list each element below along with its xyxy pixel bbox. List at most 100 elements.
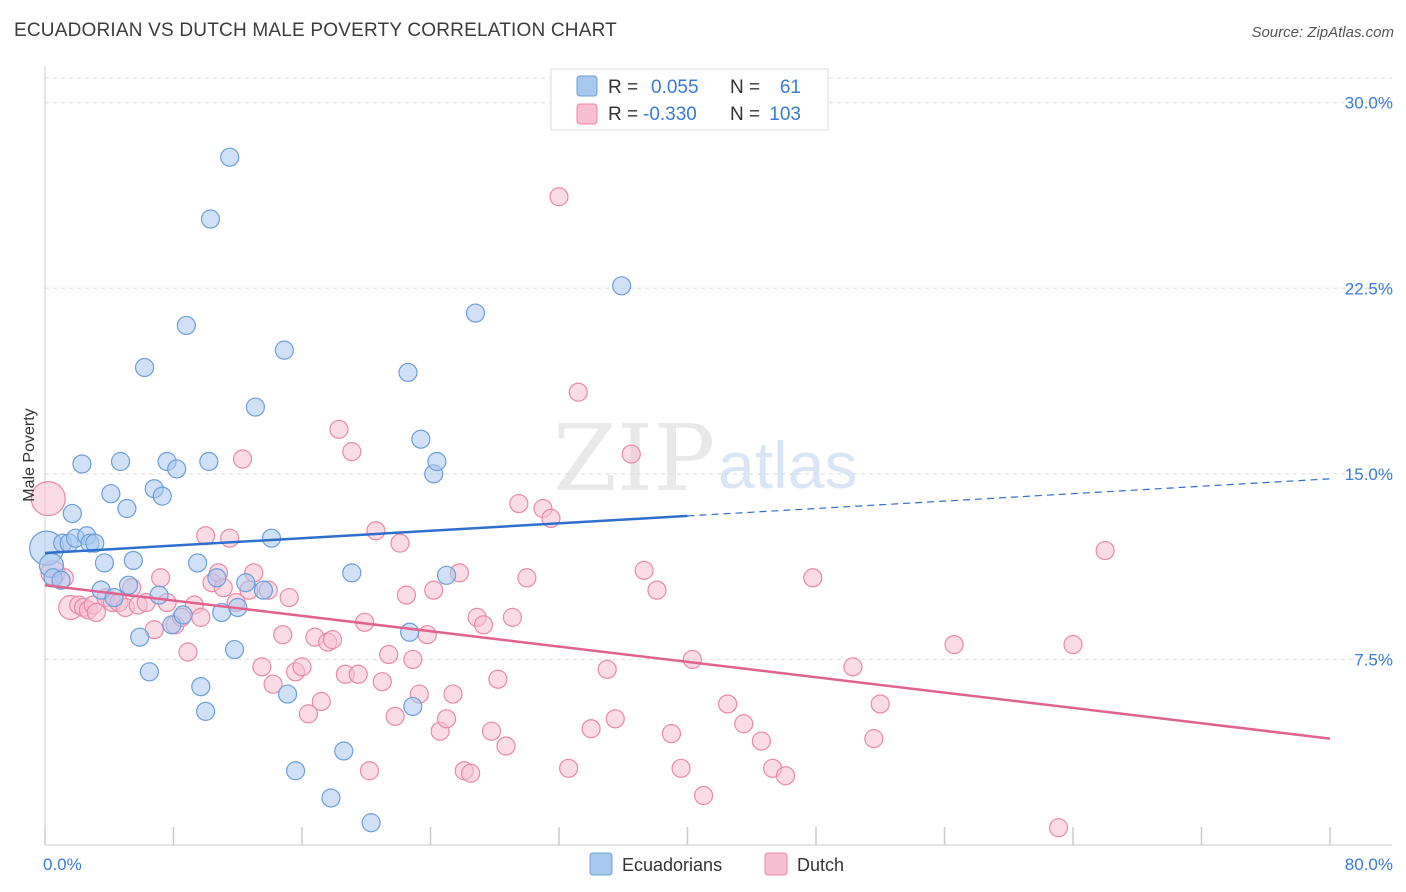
ecuadorian-point: [342, 563, 362, 583]
ecuadorian-point: [134, 357, 155, 378]
ecuadorian-point: [139, 662, 160, 682]
ecuadorian-point: [196, 701, 216, 721]
dutch-point: [379, 644, 399, 665]
dutch-point: [481, 721, 502, 741]
ecuadorian-point: [236, 573, 256, 593]
axes: 7.5% 15.0% 22.5% 30.0% 0.0% 80.0%: [43, 66, 1393, 874]
watermark: ZIP atlas: [553, 405, 857, 512]
legend-swatch-dutch: [764, 852, 788, 876]
ecuadorian-point: [149, 585, 169, 605]
dutch-point: [311, 691, 331, 712]
ecuadorian-point: [245, 397, 266, 417]
dutch-point: [322, 630, 343, 650]
dutch-point: [718, 694, 738, 714]
legend-swatch-ecuadorians: [589, 852, 613, 876]
dutch-point: [1048, 818, 1069, 838]
y-tick-label: 30.0%: [1345, 94, 1393, 113]
y-axis-label: Male Poverty: [21, 408, 38, 501]
dutch-point: [671, 758, 691, 778]
ecuadorian-point: [411, 429, 431, 449]
dutch-point: [436, 709, 457, 729]
dutch-point: [151, 568, 171, 588]
ecuadorian-point: [465, 303, 486, 323]
ecuadorian-point: [321, 788, 341, 808]
ecuadorian-point: [117, 498, 137, 519]
dutch-point: [417, 625, 437, 645]
legend-n-value: 103: [769, 104, 801, 125]
dutch-point: [424, 580, 444, 600]
legend-r-label: R =: [608, 77, 638, 98]
y-tick-label: 15.0%: [1345, 465, 1393, 484]
dutch-point: [496, 736, 516, 756]
dutch-point: [390, 533, 410, 553]
legend-dutch: Dutch: [797, 855, 844, 875]
ecuadorian-point: [72, 454, 92, 474]
dutch-point: [693, 785, 714, 806]
dutch-point: [634, 560, 654, 580]
dutch-point: [864, 729, 884, 749]
dutch-point: [372, 672, 392, 692]
dutch-point: [342, 442, 362, 462]
ecuadorian-point: [224, 639, 245, 660]
source-label: Source: ZipAtlas.com: [1251, 24, 1394, 41]
dutch-point: [870, 694, 890, 714]
dutch-point: [549, 187, 569, 207]
y-tick-label: 7.5%: [1354, 650, 1393, 669]
ecuadorians-swatch: [576, 75, 598, 97]
ecuadorian-point: [253, 580, 274, 600]
ecuadorian-point: [130, 627, 150, 647]
ecuadorian-point: [334, 741, 354, 761]
ecuadorians-trend-line: [44, 514, 688, 555]
dutch-point: [348, 664, 368, 684]
legend-n-label: N =: [730, 77, 760, 98]
dutch-point: [473, 615, 494, 635]
dutch-point: [734, 714, 754, 734]
ecuadorian-point: [104, 587, 124, 608]
ecuadorian-point: [403, 696, 423, 717]
chart-title: ECUADORIAN VS DUTCH MALE POVERTY CORRELA…: [14, 20, 617, 41]
dutch-point: [621, 444, 641, 464]
dutch-swatch: [576, 103, 598, 125]
ecuadorian-point: [191, 677, 211, 697]
dutch-point: [196, 526, 216, 546]
dutch-point: [488, 669, 508, 689]
ecuadorian-point: [110, 451, 131, 472]
dutch-points: [30, 187, 1115, 838]
dutch-point: [396, 585, 417, 605]
dutch-point: [359, 761, 380, 781]
ecuadorian-point: [62, 503, 82, 524]
dutch-point: [443, 684, 463, 704]
dutch-point: [682, 649, 702, 670]
dutch-point: [403, 649, 423, 670]
dutch-trend-line: [44, 583, 1331, 740]
series-legend: Ecuadorians Dutch: [589, 852, 844, 876]
dutch-point: [279, 587, 299, 608]
x-tick-label: 80.0%: [1345, 855, 1393, 874]
ecuadorian-point: [427, 451, 447, 472]
ecuadorian-point: [118, 575, 139, 595]
legend-r-value: 0.055: [651, 77, 699, 98]
dutch-point: [559, 758, 579, 778]
ecuadorian-point: [176, 315, 196, 336]
legend-n-value: 61: [780, 77, 801, 98]
ecuadorian-point: [277, 684, 298, 704]
dutch-point: [1063, 634, 1083, 655]
dutch-point: [502, 607, 523, 627]
ecuadorian-point: [436, 565, 457, 585]
ecuadorian-point: [400, 622, 420, 642]
dutch-point: [597, 659, 617, 679]
ecuadorian-point: [167, 459, 187, 479]
dutch-point: [232, 449, 253, 469]
ecuadorian-point: [199, 451, 219, 472]
watermark-atlas: atlas: [718, 428, 857, 502]
ecuadorian-point: [187, 553, 208, 573]
stats-legend: R = 0.055 N = 61 R = -0.330 N = 103: [550, 68, 829, 131]
ecuadorian-point: [612, 276, 632, 296]
dutch-point: [30, 481, 66, 517]
ecuadorian-point: [51, 570, 71, 590]
ecuadorian-point: [220, 147, 240, 167]
dutch-point: [366, 521, 386, 541]
dutch-point: [517, 568, 537, 588]
ecuadorian-point: [274, 340, 294, 360]
